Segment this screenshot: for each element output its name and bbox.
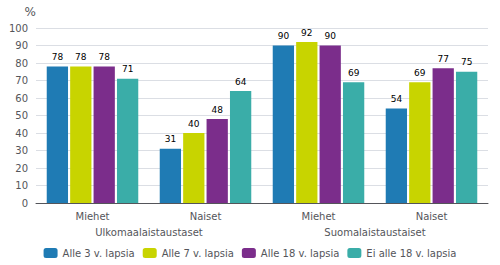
svg-text:78: 78: [75, 52, 87, 62]
svg-text:60: 60: [15, 93, 28, 104]
svg-text:Suomalaistaustaiset: Suomalaistaustaiset: [324, 227, 425, 238]
svg-text:90: 90: [324, 31, 336, 41]
svg-text:70: 70: [15, 75, 28, 86]
svg-text:Alle 18 v. lapsia: Alle 18 v. lapsia: [261, 248, 340, 259]
svg-text:50: 50: [15, 110, 28, 121]
svg-text:Ulkomaalaistaustaset: Ulkomaalaistaustaset: [95, 227, 203, 238]
svg-text:54: 54: [391, 94, 403, 104]
svg-text:Ei alle 18 v. lapsia: Ei alle 18 v. lapsia: [366, 248, 456, 259]
svg-text:90: 90: [15, 40, 28, 51]
svg-text:69: 69: [348, 68, 360, 78]
svg-text:0: 0: [22, 198, 28, 209]
svg-text:75: 75: [461, 57, 472, 67]
svg-text:30: 30: [15, 145, 28, 156]
svg-text:Naiset: Naiset: [416, 211, 448, 222]
svg-text:Alle 3 v. lapsia: Alle 3 v. lapsia: [63, 248, 135, 259]
svg-text:69: 69: [414, 68, 426, 78]
svg-text:78: 78: [52, 52, 64, 62]
svg-text:40: 40: [188, 119, 200, 129]
svg-text:71: 71: [122, 64, 133, 74]
svg-text:40: 40: [15, 128, 28, 139]
svg-text:48: 48: [211, 105, 223, 115]
svg-text:31: 31: [165, 134, 176, 144]
svg-text:92: 92: [301, 28, 312, 38]
svg-text:78: 78: [98, 52, 110, 62]
svg-text:Alle 7 v. lapsia: Alle 7 v. lapsia: [162, 248, 234, 259]
svg-text:Miehet: Miehet: [302, 211, 336, 222]
svg-text:100: 100: [9, 23, 28, 34]
svg-text:64: 64: [235, 77, 247, 87]
svg-text:20: 20: [15, 163, 28, 174]
svg-text:10: 10: [15, 180, 28, 191]
svg-text:80: 80: [15, 58, 28, 69]
svg-text:Miehet: Miehet: [76, 211, 110, 222]
svg-text:90: 90: [278, 31, 290, 41]
svg-text:Naiset: Naiset: [190, 211, 222, 222]
svg-text:77: 77: [437, 54, 448, 64]
svg-text:%: %: [25, 5, 36, 19]
